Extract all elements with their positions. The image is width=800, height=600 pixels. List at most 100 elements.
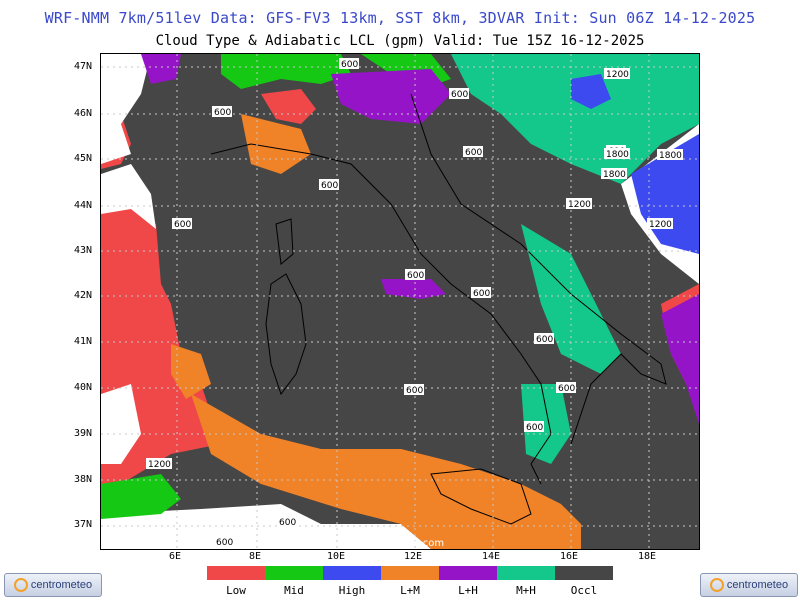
mh-cloud-northeast	[451, 54, 699, 184]
lat-label: 38N	[74, 474, 93, 485]
contour-label-box	[146, 458, 172, 469]
clear-area-africa	[101, 504, 431, 549]
legend-swatch-m-h	[497, 566, 555, 580]
lh-cloud-west	[141, 54, 181, 84]
contour-label: 1800	[606, 150, 629, 160]
legend-swatch-l-m	[381, 566, 439, 580]
lat-label: 44N	[74, 200, 93, 211]
contour-label-box	[566, 198, 592, 209]
clear-area-spain	[101, 384, 141, 464]
contour-label-box	[463, 146, 483, 157]
contour-label: 1800	[659, 151, 682, 161]
lm-cloud-west-coast	[171, 344, 211, 399]
lon-label: 6E	[169, 551, 182, 562]
contour-label-box	[534, 333, 554, 344]
logo-text: centrometeo	[726, 579, 789, 591]
contour-label-box	[214, 536, 234, 547]
contour-label-box	[319, 179, 339, 190]
legend-swatch-low	[207, 566, 265, 580]
contour-label: 1200	[649, 220, 672, 230]
contour-label: 1200	[568, 200, 591, 210]
contour-label: 600	[407, 271, 424, 281]
mid-cloud-alps	[221, 54, 351, 89]
contour-label-box	[449, 88, 469, 99]
contour-label-box	[647, 218, 673, 229]
lat-label: 39N	[74, 428, 93, 439]
centrometeo-logo-left[interactable]: centrometeo	[4, 573, 102, 597]
lcl-contour-labels: 600 600 600 600 600 600 600 600 600 600 600 600 1200…	[146, 58, 683, 548]
lat-label: 37N	[74, 519, 93, 530]
contour-label: 1200	[148, 460, 171, 470]
clear-area-provence	[101, 164, 156, 229]
legend-label: Mid	[284, 584, 304, 597]
legend-label: M+H	[516, 584, 536, 597]
legend-swatch-mid	[265, 566, 323, 580]
contour-label-box	[172, 218, 192, 229]
contour-label-box	[471, 287, 491, 298]
contour-label: 600	[321, 181, 338, 191]
lh-cloud-center	[381, 279, 446, 299]
legend-label: High	[338, 584, 366, 597]
lh-cloud-east	[661, 294, 699, 424]
low-cloud-alps	[261, 89, 316, 124]
logo-text: centrometeo	[30, 579, 93, 591]
lon-label: 18E	[638, 551, 657, 562]
contour-label: 600	[473, 289, 490, 299]
centrometeo-globe-icon	[13, 578, 28, 592]
lat-label: 41N	[74, 336, 93, 347]
lon-label: 10E	[327, 551, 346, 562]
lh-cloud-alps	[331, 69, 451, 124]
contour-label: 600	[406, 386, 423, 396]
mid-cloud-southwest	[101, 474, 181, 519]
high-cloud-north	[571, 74, 611, 109]
contour-label-box	[277, 516, 297, 527]
lon-label: 8E	[249, 551, 262, 562]
contour-label: 600	[279, 518, 296, 528]
clear-area-france	[101, 54, 151, 164]
centrometeo-logo-right[interactable]: centrometeo	[700, 573, 798, 597]
contour-label: 600	[558, 384, 575, 394]
contour-label-box	[524, 421, 544, 432]
watermark: (C) www.centrometeo.com	[311, 538, 444, 549]
lat-lon-grid	[101, 54, 699, 549]
contour-label: 600	[465, 148, 482, 158]
contour-label: 600	[174, 220, 191, 230]
contour-label: 600	[536, 335, 553, 345]
contour-label-box	[604, 148, 630, 159]
contour-label: 600	[216, 538, 233, 548]
contour-label-box	[339, 58, 359, 69]
cloud-type-map: 600 600 600 600 600 600 600 600 600 600 600 600 1200…	[100, 53, 700, 550]
contour-label: 600	[214, 108, 231, 118]
lon-label: 16E	[560, 551, 579, 562]
lat-label: 43N	[74, 245, 93, 256]
lm-cloud-south	[191, 394, 581, 549]
lat-label: 42N	[74, 290, 93, 301]
mh-cloud-adriatic	[521, 224, 621, 374]
legend-label: L+H	[458, 584, 478, 597]
centrometeo-globe-icon	[709, 578, 724, 592]
legend-label: L+M	[400, 584, 420, 597]
lon-label: 12E	[404, 551, 423, 562]
contour-label: 1800	[603, 170, 626, 180]
legend-swatch-high	[323, 566, 381, 580]
lat-label: 47N	[74, 61, 93, 72]
lon-label: 14E	[482, 551, 501, 562]
lat-label: 45N	[74, 153, 93, 164]
mh-cloud-calabria	[521, 384, 571, 464]
contour-label-box	[556, 382, 576, 393]
contour-label-box	[404, 384, 424, 395]
title-line-1: WRF-NMM 7km/51lev Data: GFS-FV3 13km, SS…	[44, 9, 756, 27]
contour-label: 600	[451, 90, 468, 100]
lat-label: 46N	[74, 108, 93, 119]
contour-label: 600	[526, 423, 543, 433]
contour-label-box	[212, 106, 232, 117]
title-line-2: Cloud Type & Adiabatic LCL (gpm) Valid: …	[155, 33, 645, 49]
contour-label-box	[604, 68, 630, 79]
legend-swatch-l-h	[439, 566, 497, 580]
legend-swatch-occl	[555, 566, 613, 580]
contour-label: 1200	[606, 70, 629, 80]
contour-label-box	[657, 149, 683, 160]
contour-label: 600	[341, 60, 358, 70]
legend-label: Low	[226, 584, 246, 597]
legend-label: Occl	[570, 584, 598, 597]
